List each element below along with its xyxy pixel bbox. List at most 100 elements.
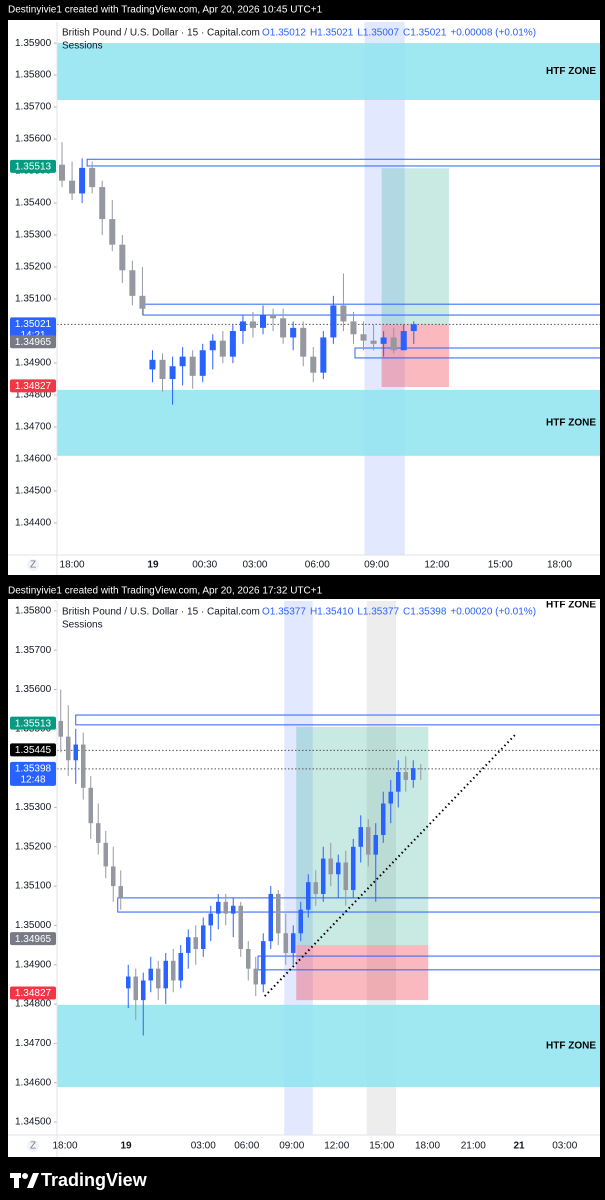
y-tick-label: 1.35700 (15, 102, 52, 113)
session-band (364, 22, 405, 555)
candle-body (306, 882, 311, 910)
candle-body (148, 968, 153, 981)
chart-header: Destinyivie1 created with TradingView.co… (8, 5, 323, 16)
candle-body (358, 827, 363, 847)
candle-body (366, 827, 371, 855)
price-tag (10, 761, 56, 786)
price-tag (10, 716, 56, 730)
candle-body (149, 359, 156, 370)
candle-body (253, 968, 258, 985)
candle-body (201, 925, 206, 950)
x-tick-label: 12:00 (424, 560, 449, 571)
x-tick-label: 18:00 (415, 1141, 440, 1152)
y-tick-label: 1.35300 (15, 230, 52, 241)
candle-body (119, 244, 126, 271)
candle-body (193, 937, 198, 950)
candle-body (370, 340, 377, 344)
candle-body (298, 909, 303, 934)
price-tag-label: 1.35445 (15, 745, 52, 756)
candle-body (139, 295, 146, 309)
x-tick-label: 03:00 (242, 560, 267, 571)
candle-body (179, 356, 186, 367)
axis-button-label: Z (30, 1141, 36, 1152)
candle-body (291, 933, 296, 953)
y-tick-label: 1.34600 (15, 454, 52, 465)
level-box (257, 955, 600, 971)
y-tick-label: 1.34700 (15, 422, 52, 433)
y-tick-label: 1.35200 (15, 841, 52, 852)
plot-area: HTF ZONE HTF ZONE (57, 600, 600, 1135)
y-tick-label: 1.35300 (15, 802, 52, 813)
candle-body (231, 905, 236, 914)
candle-body (276, 893, 281, 934)
candle-body (290, 327, 297, 338)
price-tag-label: 1.34965 (15, 337, 52, 348)
candle-body (156, 968, 161, 989)
candle-body (109, 219, 116, 245)
candle-body (208, 913, 213, 926)
x-tick-label: 19 (120, 1141, 132, 1152)
indicator-legend: Sessions (62, 41, 103, 52)
y-tick-label: 1.35600 (15, 684, 52, 695)
chart-panel (8, 20, 600, 575)
x-tick-label: 09:00 (279, 1141, 304, 1152)
candle-body (89, 167, 96, 188)
candle-body (88, 787, 93, 824)
candle-body (373, 834, 378, 855)
candle-body (239, 321, 246, 332)
y-tick-label: 1.34500 (15, 486, 52, 497)
price-tag-countdown: 12:48 (20, 775, 45, 786)
chart-header: Destinyivie1 created with TradingView.co… (8, 586, 323, 597)
candle-body (260, 315, 267, 328)
position-stop (296, 945, 429, 1001)
candle-body (328, 858, 333, 875)
price-tag-label: 1.35398 (15, 764, 52, 775)
x-tick-label: 21:00 (461, 1141, 486, 1152)
candle-body (381, 803, 386, 835)
price-tag (10, 932, 56, 946)
candle-body (96, 823, 101, 843)
candle-body (249, 321, 256, 328)
zone-label: HTF ZONE (546, 1041, 596, 1052)
y-tick-label: 1.35100 (15, 294, 52, 305)
indicator-legend: Sessions (62, 620, 103, 631)
y-tick-label: 1.35400 (15, 198, 52, 209)
candle-body (141, 980, 146, 1001)
candle-body (163, 960, 168, 989)
candle-body (118, 886, 123, 898)
axis-button (27, 559, 39, 571)
symbol-legend: British Pound / U.S. Dollar · 15 · Capit… (62, 607, 260, 618)
candle-body (396, 772, 401, 792)
candle-body (411, 768, 416, 780)
candle-body (351, 846, 356, 891)
position-stop (381, 324, 449, 388)
candle-body (388, 791, 393, 804)
x-tick-label: 21 (513, 1141, 525, 1152)
symbol-legend: British Pound / U.S. Dollar · 15 · Capit… (62, 28, 260, 39)
candle-body (223, 901, 228, 914)
candle-body (178, 952, 183, 981)
candle-body (340, 305, 347, 322)
candle-body (330, 305, 337, 338)
y-tick-label: 1.35700 (15, 645, 52, 656)
ohlc-value: O1.35377 (262, 607, 306, 618)
candle-body (129, 270, 136, 296)
trend-line (264, 734, 516, 997)
candle-body (300, 327, 307, 357)
y-tick-label: 1.35600 (15, 134, 52, 145)
x-tick-label: 15:00 (369, 1141, 394, 1152)
price-tag (10, 986, 56, 1000)
ohlc-value: L1.35377 (357, 607, 399, 618)
zone-label: HTF ZONE (546, 600, 596, 611)
candle-body (246, 949, 251, 969)
y-tick-label: 1.34400 (15, 518, 52, 529)
candle-body (238, 905, 243, 950)
ohlc-value: O1.35012 (262, 28, 306, 39)
price-tag-label: 1.34965 (15, 934, 52, 945)
price-tag (10, 743, 56, 757)
candle-body (360, 334, 367, 341)
candle-body (59, 164, 66, 181)
candle-body (209, 340, 216, 351)
y-tick-label: 1.35200 (15, 262, 52, 273)
